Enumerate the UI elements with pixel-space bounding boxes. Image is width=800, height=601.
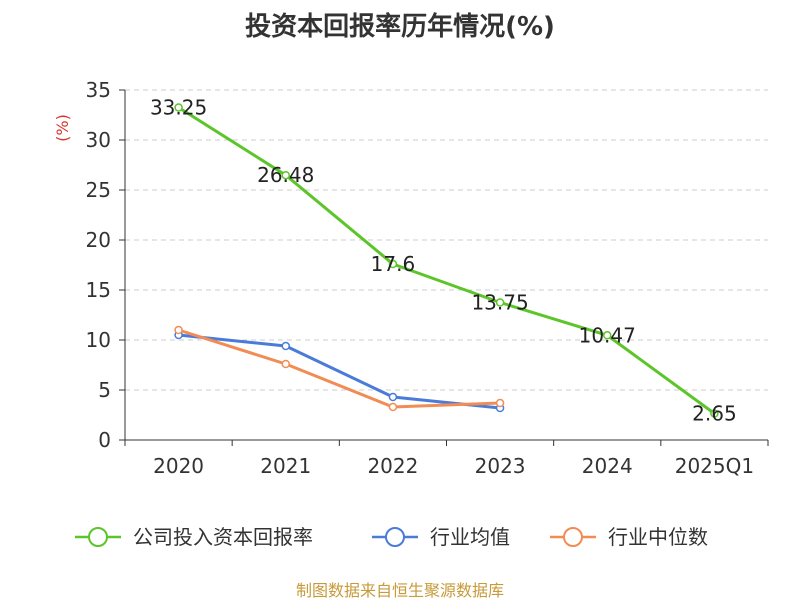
series-1	[174, 103, 719, 418]
chart-title: 投资本回报率历年情况(%)	[245, 12, 555, 42]
data-label: 10.47	[579, 323, 636, 347]
series-group	[174, 103, 719, 418]
x-tick-label: 2025Q1	[675, 454, 754, 478]
y-tick-label: 20	[86, 228, 111, 252]
x-tick-label: 2024	[582, 454, 633, 478]
legend-label: 公司投入资本回报率	[133, 525, 313, 549]
y-tick-label: 30	[86, 128, 111, 152]
legend-marker	[385, 527, 405, 547]
y-axis-unit-label: (%)	[53, 114, 72, 142]
x-tick-label: 2023	[475, 454, 526, 478]
data-point	[603, 331, 612, 340]
data-point	[281, 170, 290, 180]
series-line	[178, 328, 501, 409]
data-point	[388, 259, 398, 269]
data-label: 17.6	[371, 252, 416, 276]
data-point	[495, 298, 505, 307]
data-point	[281, 341, 290, 351]
series-3	[174, 325, 505, 412]
data-point	[281, 359, 290, 369]
y-tick-label: 25	[86, 178, 111, 202]
data-labels: 33.25 26.48 17.6 13.75 10.47 2.65	[150, 96, 737, 426]
data-point	[174, 325, 183, 335]
y-tick-label: 15	[86, 278, 111, 302]
y-tick-label: 35	[86, 78, 111, 102]
y-tick-label: 5	[98, 378, 111, 402]
legend-item-1: 公司投入资本回报率	[75, 525, 313, 549]
x-tick-label: 2021	[260, 454, 311, 478]
data-point	[388, 392, 398, 402]
data-point	[495, 398, 505, 408]
axes: 0 5 10 15 20 25 30 35 (%) 2020 2021 2022 2023 2024 202…	[53, 78, 769, 478]
data-point	[710, 409, 719, 418]
legend-marker	[88, 527, 108, 547]
legend: 公司投入资本回报率 行业均值 行业中位数	[75, 525, 708, 549]
legend-marker	[563, 527, 583, 547]
series-2	[174, 330, 505, 413]
data-label: 2.65	[692, 402, 737, 426]
series-line	[177, 106, 716, 415]
legend-label: 行业中位数	[608, 525, 708, 549]
data-source-note: 制图数据来自恒生聚源数据库	[295, 581, 504, 600]
legend-item-2: 行业均值	[372, 525, 510, 549]
x-tick-label: 2022	[367, 454, 418, 478]
grid-lines	[125, 89, 768, 391]
data-label: 13.75	[471, 291, 528, 315]
data-point	[388, 402, 398, 412]
y-tick-label: 0	[98, 428, 111, 452]
legend-label: 行业均值	[430, 525, 510, 549]
data-point	[174, 103, 183, 112]
data-label: 26.48	[257, 163, 314, 187]
x-tick-label: 2020	[153, 454, 204, 478]
y-tick-label: 10	[86, 328, 111, 352]
legend-item-3: 行业中位数	[550, 525, 708, 549]
data-label: 33.25	[150, 96, 207, 120]
series-line	[178, 333, 501, 410]
